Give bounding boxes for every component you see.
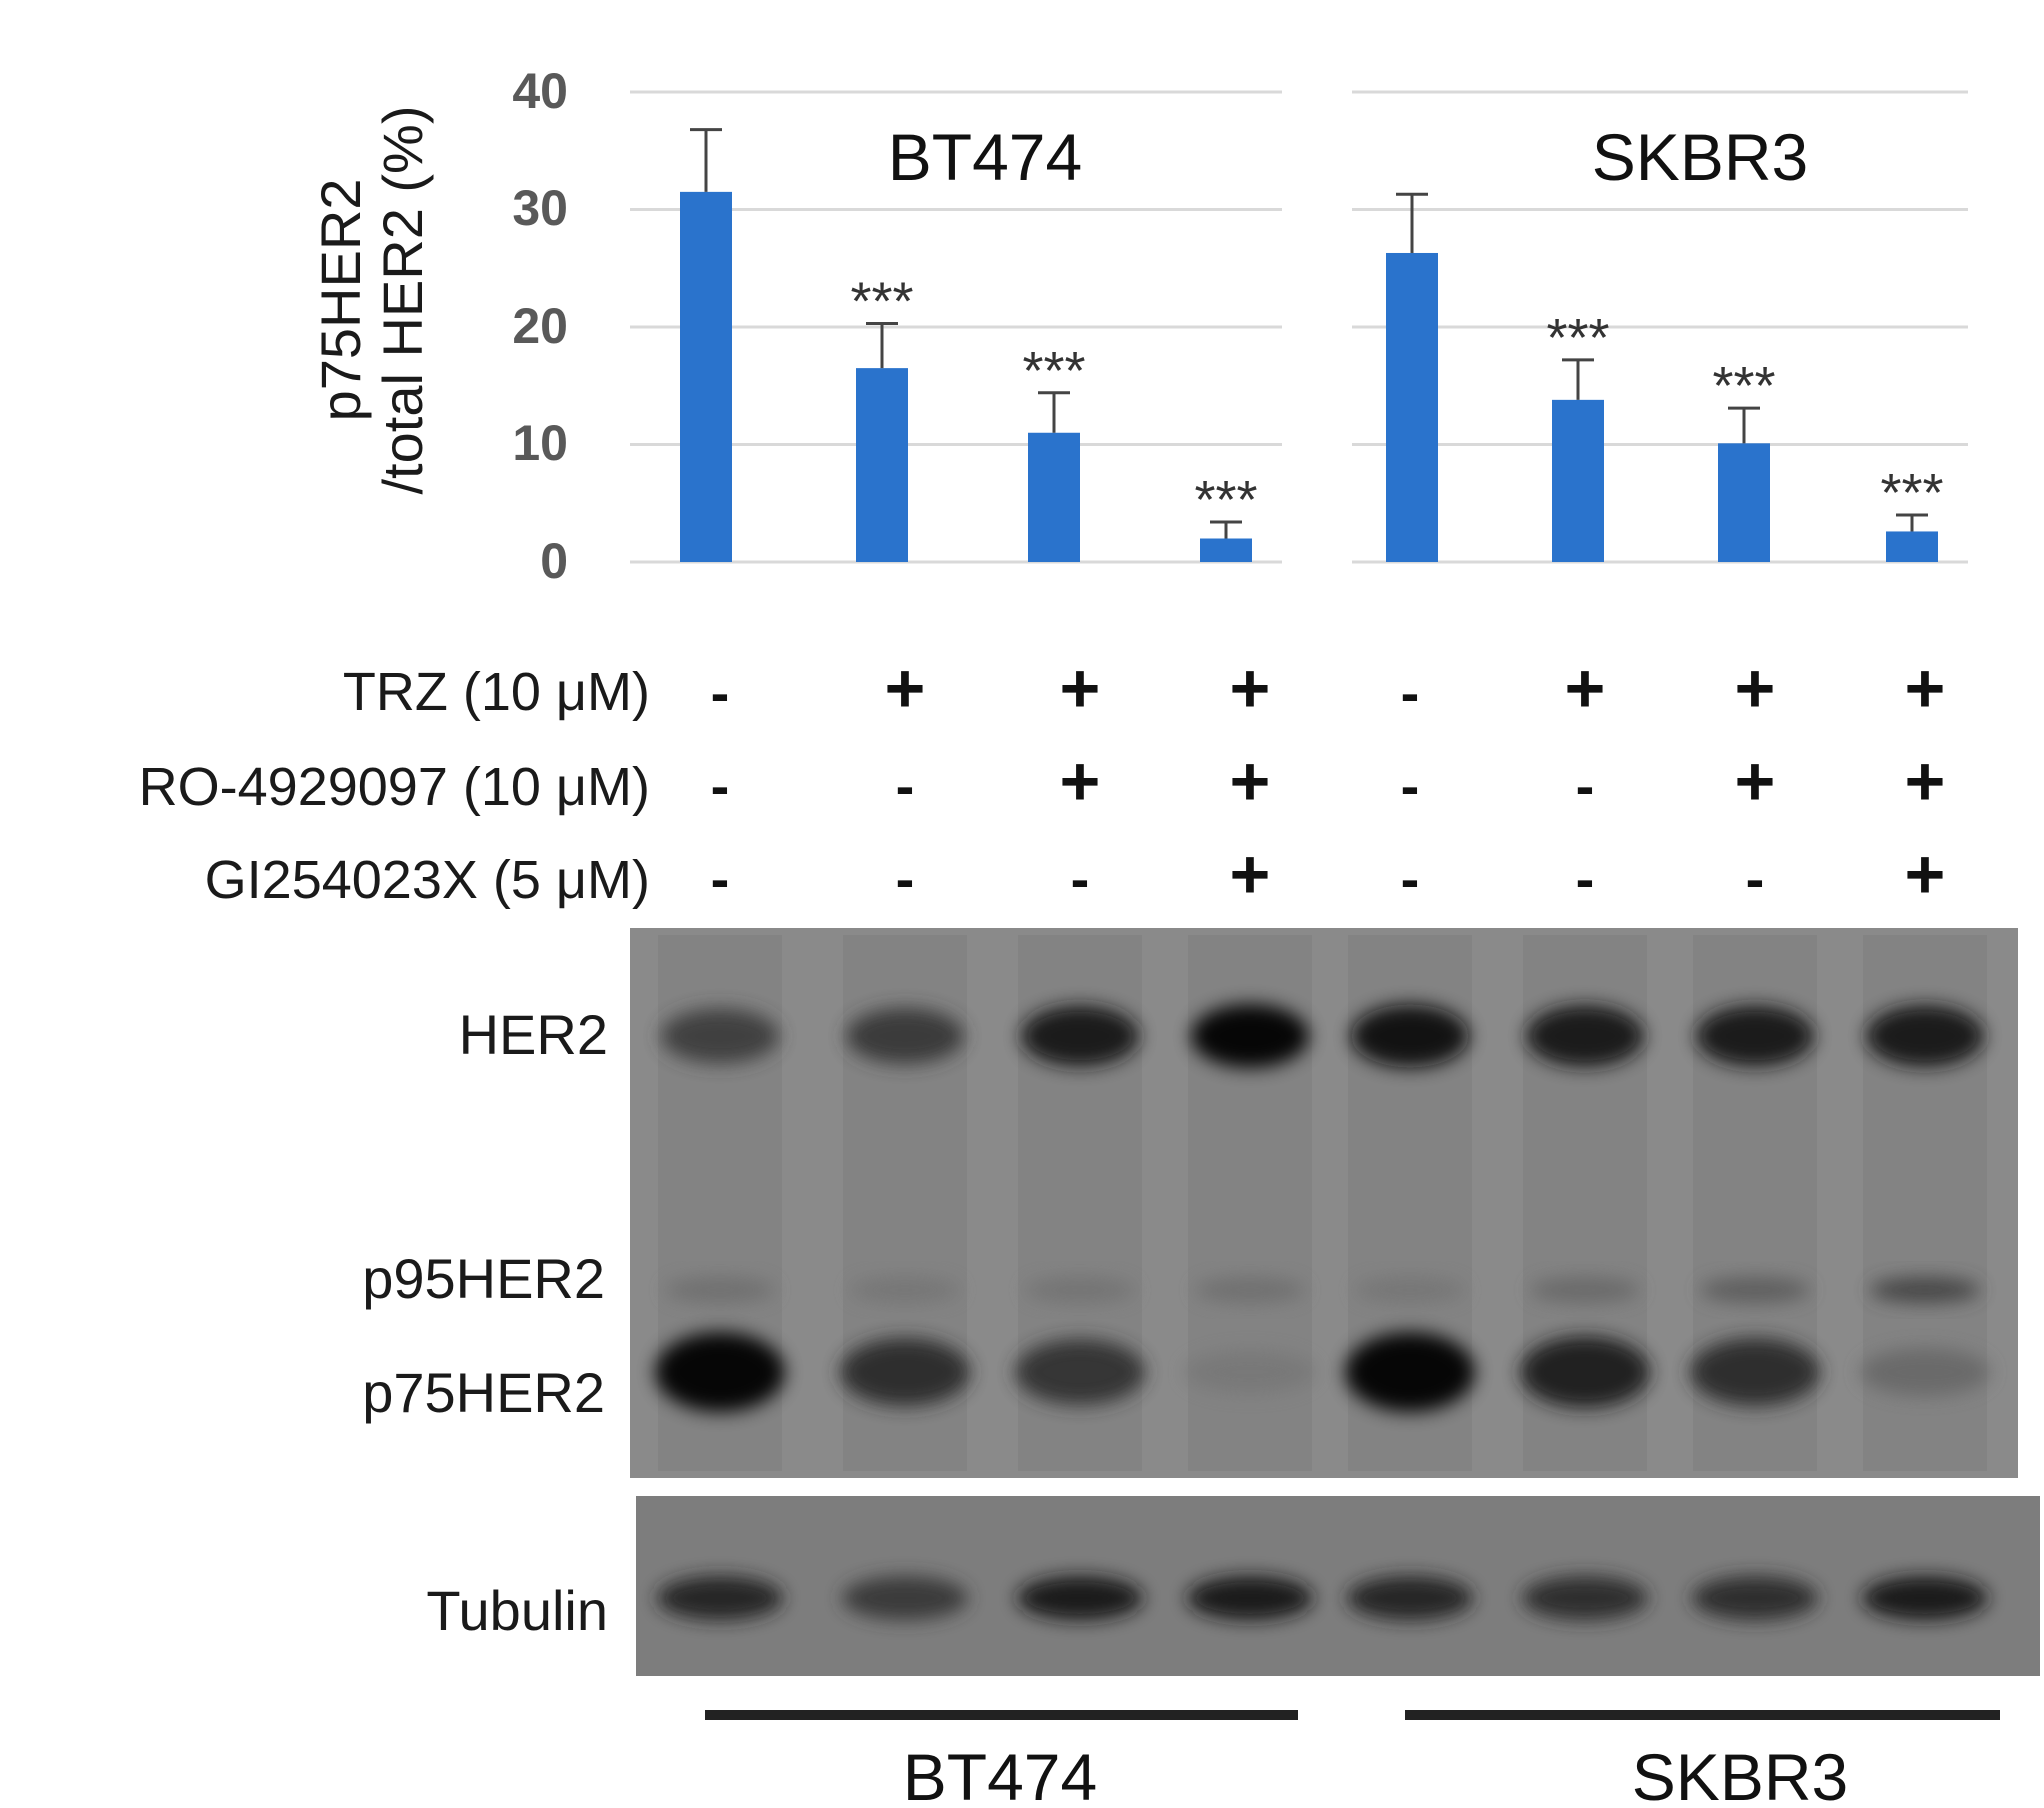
western-blot-tubulin xyxy=(636,1496,2040,1676)
p75her2-band xyxy=(1860,1348,1990,1396)
y-tick-label: 30 xyxy=(512,180,568,236)
panel-title-skbr3: SKBR3 xyxy=(1592,120,1808,194)
treatment-sign: + xyxy=(1905,742,1946,820)
treatment-sign: + xyxy=(1905,649,1946,727)
treatment-sign: + xyxy=(1905,835,1946,913)
her2-band xyxy=(1351,1004,1469,1068)
bar xyxy=(1028,432,1080,562)
bar xyxy=(1552,399,1604,562)
treatment-sign: - xyxy=(1401,661,1420,724)
treatment-sign: - xyxy=(1576,754,1595,817)
p95her2-band xyxy=(1870,1277,1980,1303)
p95her2-band xyxy=(665,1277,775,1303)
bar xyxy=(1200,538,1252,562)
her2-band xyxy=(1526,1005,1644,1067)
band-label-tubulin: Tubulin xyxy=(426,1579,608,1642)
tubulin-band xyxy=(1692,1576,1818,1620)
tubulin-membrane xyxy=(636,1496,2040,1676)
treatment-sign: - xyxy=(896,847,915,910)
chart-panel-bt474: *** *** *** xyxy=(630,90,1282,564)
p75her2-band xyxy=(840,1338,970,1406)
p95her2-band xyxy=(1700,1277,1810,1303)
treatment-sign: - xyxy=(711,754,730,817)
her2-band xyxy=(846,1008,964,1064)
treatment-sign: + xyxy=(1230,742,1271,820)
band-label-p95her2: p95HER2 xyxy=(362,1247,605,1310)
p75her2-band xyxy=(1185,1350,1315,1394)
cell-line-label-bt474: BT474 xyxy=(903,1740,1097,1808)
y-axis-title-line2: /total HER2 (%) xyxy=(371,106,434,495)
bar xyxy=(1886,531,1938,562)
chart-panel-skbr3: *** *** *** xyxy=(1352,90,1968,564)
bar xyxy=(1718,443,1770,562)
bar xyxy=(1386,252,1438,562)
y-tick-label: 0 xyxy=(540,533,568,589)
significance-marker: *** xyxy=(1022,341,1085,401)
treatment-sign: - xyxy=(1746,847,1765,910)
tubulin-lanes xyxy=(657,1576,1988,1620)
treatment-table: TRZ (10 μM) RO-4929097 (10 μM) GI254023X… xyxy=(139,649,1946,913)
treatment-sign: + xyxy=(1565,649,1606,727)
band-label-p75her2: p75HER2 xyxy=(362,1361,605,1424)
p75her2-band xyxy=(655,1332,785,1412)
p75her2-band xyxy=(1520,1336,1650,1408)
y-tick-label: 10 xyxy=(512,415,568,471)
treatment-label-gi254023x: GI254023X (5 μM) xyxy=(205,850,650,910)
cell-line-label-skbr3: SKBR3 xyxy=(1632,1740,1848,1808)
tubulin-band xyxy=(842,1576,968,1620)
her2-band xyxy=(1696,1005,1814,1067)
p75her2-band xyxy=(1015,1339,1145,1405)
significance-marker: *** xyxy=(1880,463,1943,523)
blot-lanes xyxy=(655,935,1990,1471)
p75her2-band xyxy=(1345,1332,1475,1412)
tubulin-band xyxy=(1347,1576,1473,1620)
treatment-sign: - xyxy=(711,847,730,910)
y-tick-labels: 0 10 20 30 40 xyxy=(512,63,568,589)
treatment-sign: - xyxy=(711,661,730,724)
p95her2-band xyxy=(1530,1277,1640,1303)
treatment-sign: - xyxy=(1401,754,1420,817)
significance-marker: *** xyxy=(1712,356,1775,416)
p95her2-band xyxy=(1195,1277,1305,1303)
treatment-sign: - xyxy=(896,754,915,817)
treatment-sign: + xyxy=(1230,835,1271,913)
her2-band xyxy=(1021,1005,1139,1067)
significance-marker: *** xyxy=(850,271,913,331)
p95her2-band xyxy=(1025,1277,1135,1303)
treatment-sign: - xyxy=(1576,847,1595,910)
her2-band xyxy=(1191,1004,1309,1068)
treatment-sign: + xyxy=(1060,649,1101,727)
p75her2-band xyxy=(1690,1338,1820,1406)
bar xyxy=(680,191,732,562)
band-label-her2: HER2 xyxy=(459,1003,608,1066)
treatment-label-trz: TRZ (10 μM) xyxy=(343,662,650,722)
significance-marker: *** xyxy=(1546,308,1609,368)
her2-band xyxy=(661,1008,779,1064)
her2-band xyxy=(1866,1005,1984,1067)
treatment-label-ro4929097: RO-4929097 (10 μM) xyxy=(139,757,650,817)
tubulin-band xyxy=(657,1576,783,1620)
tubulin-band xyxy=(1017,1576,1143,1620)
panel-title-bt474: BT474 xyxy=(888,120,1082,194)
treatment-sign: + xyxy=(1735,742,1776,820)
significance-marker: *** xyxy=(1194,470,1257,530)
y-tick-label: 20 xyxy=(512,298,568,354)
tubulin-band xyxy=(1187,1576,1313,1620)
treatment-sign: - xyxy=(1401,847,1420,910)
bar xyxy=(856,368,908,562)
western-blot-main xyxy=(630,928,2018,1478)
p95her2-band xyxy=(1355,1277,1465,1303)
treatment-sign: + xyxy=(1060,742,1101,820)
y-tick-label: 40 xyxy=(512,63,568,119)
treatment-sign: - xyxy=(1071,847,1090,910)
p95her2-band xyxy=(850,1277,960,1303)
bar-chart: *** *** *** *** *** *** xyxy=(630,90,1968,564)
tubulin-band xyxy=(1522,1576,1648,1620)
treatment-sign: + xyxy=(885,649,926,727)
treatment-sign: + xyxy=(1230,649,1271,727)
y-axis-title-line1: p75HER2 xyxy=(309,179,372,422)
tubulin-band xyxy=(1862,1576,1988,1620)
treatment-sign: + xyxy=(1735,649,1776,727)
